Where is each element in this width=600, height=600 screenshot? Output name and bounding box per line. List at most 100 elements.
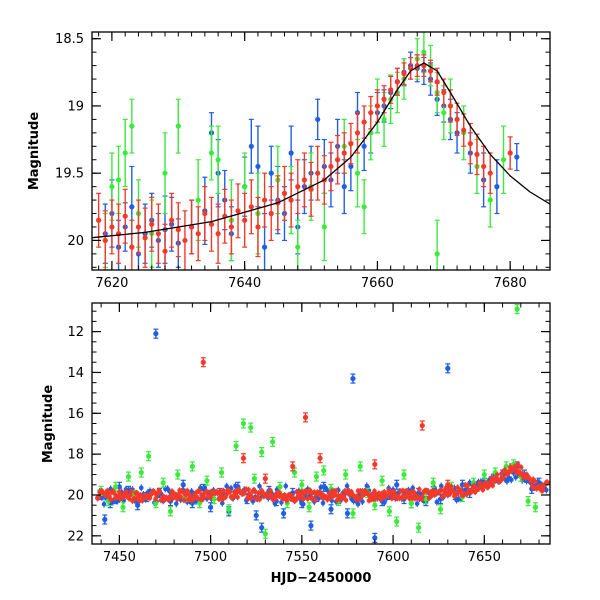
blue-data-point	[255, 163, 261, 170]
red-data-point	[261, 197, 268, 203]
red-data-point	[445, 482, 451, 488]
red-data-point	[341, 150, 347, 156]
y-tick-label: 22	[67, 529, 84, 544]
blue-data-point	[180, 482, 186, 488]
red-data-point	[200, 359, 206, 365]
blue-data-point	[445, 365, 451, 371]
blue-data-point	[308, 523, 314, 529]
blue-data-point	[341, 184, 347, 190]
red-band-point	[272, 496, 278, 502]
red-data-point	[372, 461, 378, 467]
red-data-point	[208, 221, 215, 227]
green-data-point	[441, 110, 447, 116]
blue-band-point	[174, 501, 179, 506]
green-data-point	[361, 204, 367, 210]
red-data-point	[268, 210, 274, 217]
green-data-point	[160, 480, 166, 486]
red-data-point	[242, 217, 248, 223]
y-tick-label: 20	[67, 234, 84, 249]
blue-data-point	[135, 502, 141, 508]
y-tick-label: 12	[67, 325, 84, 340]
green-data-point	[242, 184, 248, 190]
red-data-point	[427, 68, 434, 74]
red-band-point	[540, 487, 546, 493]
bottom-panel-frame	[91, 302, 551, 545]
red-data-point	[441, 89, 447, 96]
red-band-point	[313, 497, 318, 503]
blue-band-point	[283, 483, 289, 489]
green-data-point	[138, 469, 144, 476]
red-data-point	[262, 476, 268, 482]
red-data-point	[290, 463, 296, 469]
green-data-point	[434, 251, 440, 257]
red-band-point	[221, 488, 226, 494]
green-data-point	[321, 467, 327, 474]
top-panel-plot-area	[92, 32, 550, 270]
red-data-point	[461, 127, 467, 133]
blue-data-point	[116, 484, 122, 490]
green-data-point	[204, 478, 210, 484]
green-data-point	[259, 449, 265, 455]
blue-band-point	[438, 483, 444, 489]
green-data-point	[270, 439, 276, 445]
red-band-point	[458, 487, 464, 493]
green-data-point	[481, 471, 487, 478]
red-band-point	[117, 489, 122, 494]
green-data-point	[226, 506, 232, 512]
x-tick-label: 7620	[95, 276, 128, 291]
blue-data-point	[102, 516, 108, 523]
red-data-point	[487, 170, 493, 176]
red-band-point	[218, 492, 224, 498]
red-data-point	[394, 79, 400, 85]
y-tick-label: 19.5	[55, 167, 84, 182]
green-data-point	[514, 306, 520, 312]
green-data-point	[321, 224, 327, 230]
blue-data-point	[261, 244, 268, 250]
green-data-point	[306, 504, 312, 510]
green-data-point	[372, 502, 378, 508]
green-data-point	[175, 471, 181, 478]
blue-data-point	[315, 116, 321, 123]
green-data-point	[240, 420, 247, 427]
red-data-point	[102, 237, 108, 244]
red-band-point	[196, 488, 202, 494]
blue-data-point	[253, 512, 259, 519]
blue-band-point	[414, 501, 420, 506]
green-data-point	[175, 123, 181, 129]
green-data-point	[115, 177, 122, 183]
red-band-point	[369, 492, 375, 498]
red-band-point	[411, 489, 417, 495]
red-band-point	[134, 490, 140, 496]
red-band-point	[372, 488, 377, 494]
red-band-point	[284, 498, 290, 503]
blue-data-point	[268, 170, 274, 176]
bottom-panel: 7450 7500 7550 7600 7650 12 14 16 18 20 22 Magnitu…	[41, 302, 551, 586]
green-data-point	[218, 469, 225, 476]
red-band-point	[257, 497, 262, 502]
red-data-point	[155, 231, 161, 237]
bottom-panel-ticks: 7450 7500 7550 7600 7650 12 14 16 18 20 22	[67, 303, 550, 565]
y-tick-label: 18	[67, 448, 84, 463]
red-data-point	[315, 170, 321, 176]
model-fit-curve	[92, 62, 550, 239]
green-data-point	[211, 496, 217, 502]
blue-data-point	[344, 510, 351, 516]
red-data-point	[109, 224, 115, 230]
red-data-point	[302, 414, 309, 420]
red-data-point	[348, 141, 354, 147]
green-data-point	[421, 49, 427, 55]
green-data-point	[354, 170, 361, 176]
red-band-point	[420, 494, 425, 500]
red-band-point	[545, 480, 550, 485]
blue-data-point	[200, 486, 206, 492]
blue-band-point	[360, 499, 365, 504]
green-data-point	[299, 482, 305, 488]
green-data-point	[401, 471, 407, 478]
red-band-point	[301, 496, 306, 502]
red-band-point	[389, 496, 395, 501]
green-data-point	[233, 443, 239, 449]
red-band-point	[249, 495, 255, 500]
top-panel: 7620 7640 7660 7680 18.5 19 19.5 20 Magnitude	[27, 31, 551, 291]
red-band-point	[333, 488, 339, 493]
